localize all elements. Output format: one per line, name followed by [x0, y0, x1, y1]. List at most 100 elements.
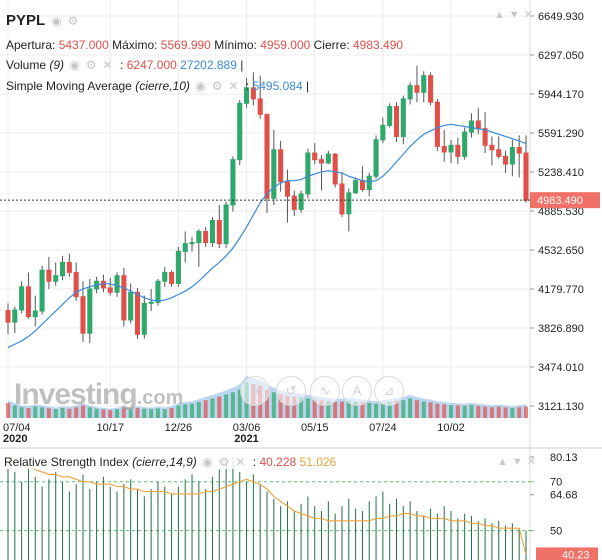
y-tick-label: 4179.770	[538, 284, 584, 296]
candle-body	[12, 309, 18, 323]
candle-body	[257, 98, 263, 115]
candle-body	[128, 291, 134, 321]
eye-icon[interactable]: ◉	[195, 79, 208, 93]
volume-bar	[285, 395, 290, 418]
close-label: Cierre:	[313, 38, 350, 52]
x-tick-label: 07/04	[3, 422, 31, 434]
arrow-up-icon[interactable]: ▲	[497, 456, 512, 468]
close-icon[interactable]: ✕	[228, 79, 241, 93]
draw-tool-icon[interactable]: ✎	[240, 376, 270, 406]
candle-body	[209, 219, 216, 244]
close-icon[interactable]: ✕	[526, 456, 540, 468]
close-icon[interactable]: ✕	[523, 9, 537, 21]
y-tick-label: 5238.410	[538, 167, 584, 179]
settings-icon[interactable]: ⚙	[218, 455, 232, 469]
price-axis: 6649.930 6297.050 5944.170 5591.290 5238.410…	[0, 11, 600, 445]
sma-tail: |	[305, 79, 310, 93]
rsi-y-tick-label: 50	[550, 526, 562, 538]
volume-bar	[53, 409, 58, 418]
volume-bar	[60, 408, 65, 418]
volume-bar	[319, 400, 324, 418]
sma-param: (cierre,10)	[135, 79, 190, 93]
settings-icon[interactable]: ⚙	[67, 14, 81, 28]
close-icon[interactable]: ✕	[102, 58, 115, 72]
volume-bar	[115, 409, 120, 418]
volume-bar	[428, 402, 433, 418]
x-tick-label: 10/02	[437, 422, 465, 434]
volume-bar	[26, 408, 31, 418]
measure-icon[interactable]: ⊿	[374, 376, 404, 406]
volume-bar	[360, 402, 365, 418]
volume-bar	[46, 408, 51, 418]
candle-body	[162, 271, 168, 282]
volume-bar	[149, 409, 154, 418]
volume-bar	[353, 401, 358, 418]
candle-body	[318, 159, 325, 164]
volume-bar	[489, 407, 494, 418]
volume-bar	[517, 407, 522, 418]
eye-icon[interactable]: ◉	[69, 58, 82, 72]
volume-bar	[503, 407, 508, 418]
x-tick-sublabel: 2020	[3, 433, 27, 445]
volume-bar	[176, 405, 181, 418]
volume-bar	[333, 401, 338, 418]
text-icon[interactable]: A	[342, 376, 372, 406]
rsi-y-tick-label: 64.68	[550, 490, 578, 502]
rsi-last-tag	[536, 547, 598, 560]
candle-body	[19, 286, 25, 311]
x-tick-label: 05/15	[301, 422, 329, 434]
ticker-symbol[interactable]: PYPL	[6, 12, 45, 29]
candle-body	[482, 128, 488, 146]
candle-body	[80, 296, 86, 334]
sma-legend: Simple Moving Average (cierre,10) ◉ ⚙ ✕ : …	[6, 79, 309, 93]
sma-line	[7, 123, 527, 349]
last-price-label: 4983.490	[537, 195, 583, 207]
candle-body	[359, 180, 365, 191]
candle-body	[441, 145, 447, 153]
close-icon[interactable]: ✕	[235, 455, 248, 469]
volume-sep: :	[120, 58, 124, 72]
candle-body	[196, 231, 202, 244]
volume-bar	[162, 409, 167, 418]
arrow-down-icon[interactable]: ▼	[511, 456, 527, 468]
volume-bar	[476, 405, 481, 418]
candle-body	[373, 139, 379, 177]
volume-bar	[33, 406, 38, 418]
rsi-panel-controls[interactable]: ▲▼✕	[497, 455, 540, 468]
volume-bar	[299, 397, 304, 418]
volume-tail: |	[240, 58, 244, 72]
x-tick-label: 03/06	[233, 422, 261, 434]
candle-body	[468, 120, 475, 133]
volume-bar	[401, 400, 406, 418]
candle-body	[53, 275, 59, 282]
candle-body	[291, 195, 297, 210]
settings-icon[interactable]: ⚙	[211, 79, 225, 93]
undo-icon[interactable]: ↺	[276, 376, 306, 406]
close-value: 4983.490	[353, 38, 404, 52]
volume-bar	[271, 392, 276, 418]
arrow-down-icon[interactable]: ▼	[508, 9, 524, 21]
eye-icon[interactable]: ◉	[51, 14, 64, 28]
volume-bar	[524, 406, 528, 418]
rsi-param: (cierre,14,9)	[132, 455, 197, 469]
eye-icon[interactable]: ◉	[202, 455, 215, 469]
open-value: 5437.000	[58, 38, 109, 52]
candle-body	[73, 271, 79, 298]
brush-icon[interactable]: ∿	[310, 376, 340, 406]
candle-body	[216, 219, 222, 245]
candle-body	[496, 149, 502, 157]
volume-bar	[312, 399, 317, 418]
settings-icon[interactable]: ⚙	[85, 58, 99, 72]
volume-bar	[374, 403, 379, 418]
panel-controls[interactable]: ▲▼✕	[494, 8, 537, 21]
candle-body	[250, 87, 256, 100]
x-tick-label: 07/24	[369, 422, 397, 434]
arrow-up-icon[interactable]: ▲	[494, 9, 509, 21]
volume-bar	[483, 406, 488, 418]
candle-body	[244, 87, 250, 104]
candle-body	[434, 101, 440, 147]
rsi-signal-value: 51.026	[299, 455, 337, 469]
volume-bar	[190, 403, 195, 418]
candle-body	[523, 152, 529, 201]
